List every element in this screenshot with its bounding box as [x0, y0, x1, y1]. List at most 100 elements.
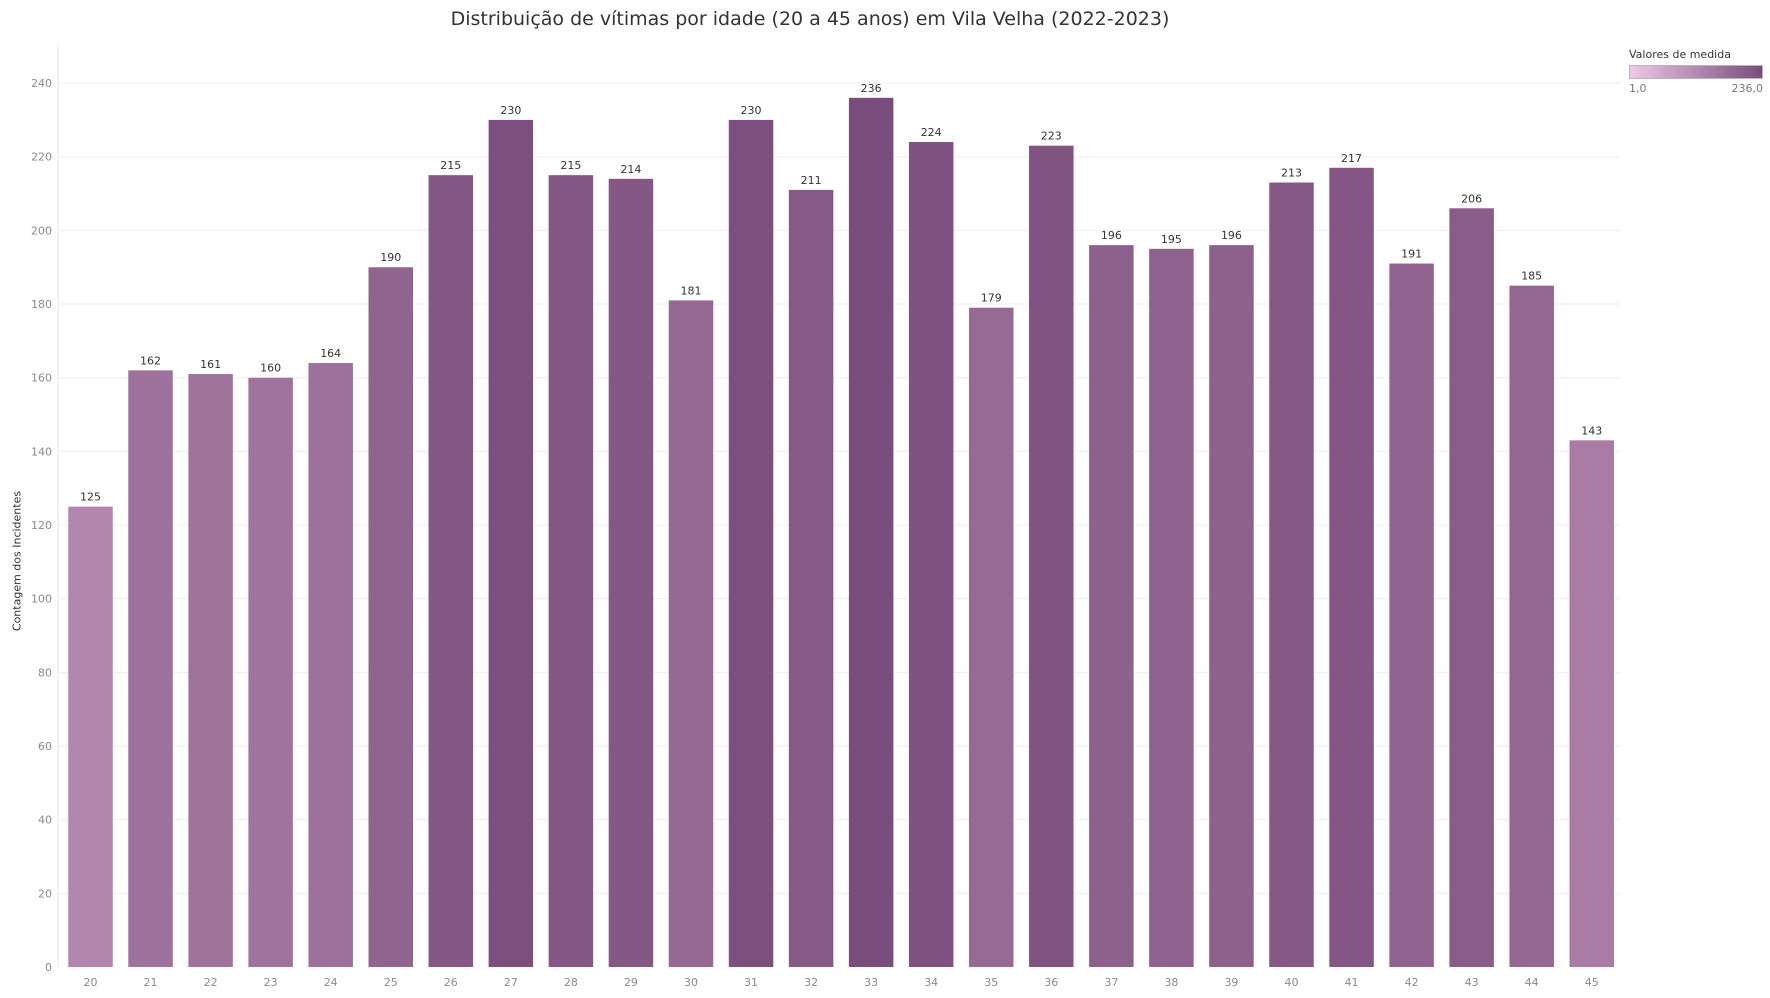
bar	[428, 175, 474, 967]
x-tick-label: 44	[1525, 976, 1539, 989]
bar	[1389, 263, 1434, 967]
y-tick-label: 0	[45, 961, 52, 974]
x-tick-label: 31	[744, 976, 758, 989]
bar-value-label: 223	[1041, 130, 1062, 143]
bar-value-label: 236	[861, 82, 882, 95]
bar	[1509, 285, 1554, 967]
bar	[1029, 145, 1074, 968]
y-tick-label: 180	[31, 298, 52, 311]
bar-value-label: 224	[921, 126, 942, 139]
bar-value-label: 206	[1461, 192, 1482, 205]
x-tick-label: 34	[924, 976, 938, 989]
bar-value-label: 185	[1521, 270, 1542, 283]
bar-value-label: 181	[681, 284, 702, 297]
bar	[128, 370, 173, 967]
bar-value-label: 162	[140, 354, 161, 367]
bar	[368, 267, 413, 968]
bar-value-label: 125	[80, 491, 101, 504]
bar	[969, 307, 1014, 967]
bar-value-label: 195	[1161, 233, 1182, 246]
bar	[608, 178, 654, 967]
x-tick-label: 40	[1285, 976, 1299, 989]
legend-max-label: 236,0	[1731, 82, 1764, 95]
x-tick-label: 38	[1164, 976, 1178, 989]
y-tick-label: 80	[38, 666, 52, 679]
y-tick-label: 120	[31, 519, 52, 532]
y-tick-label: 40	[38, 814, 52, 827]
bar-value-label: 161	[200, 358, 221, 371]
x-tick-label: 24	[324, 976, 338, 989]
x-tick-label: 20	[84, 976, 98, 989]
x-tick-label: 29	[624, 976, 638, 989]
bar-value-label: 217	[1341, 152, 1362, 165]
bar-value-label: 190	[380, 251, 401, 264]
bar	[728, 119, 774, 967]
y-axis-title: Contagem dos Incidentes	[10, 490, 24, 632]
bar	[308, 362, 353, 967]
y-tick-label: 220	[31, 151, 52, 164]
bar-value-label: 211	[801, 174, 822, 187]
bar-value-label: 230	[500, 104, 521, 117]
bar	[1149, 248, 1194, 967]
bar-value-label: 215	[440, 159, 461, 172]
bar-value-label: 143	[1581, 424, 1602, 437]
y-tick-label: 240	[31, 77, 52, 90]
bar-value-label: 179	[981, 292, 1002, 305]
bar-value-label: 214	[620, 163, 641, 176]
chart-title: Distribuição de vítimas por idade (20 a …	[450, 8, 1170, 30]
x-tick-label: 26	[444, 976, 458, 989]
bar-value-label: 196	[1101, 229, 1122, 242]
bar	[1569, 440, 1614, 967]
x-tick-label: 32	[804, 976, 818, 989]
bar-value-label: 230	[741, 104, 762, 117]
bar	[668, 300, 714, 967]
bar	[788, 189, 834, 968]
y-tick-label: 200	[31, 224, 52, 237]
bar-value-label: 191	[1401, 248, 1422, 261]
legend-title: Valores de medida	[1629, 48, 1731, 61]
x-tick-label: 39	[1224, 976, 1238, 989]
bar	[1449, 208, 1494, 967]
bar	[1329, 167, 1374, 967]
bar-value-label: 164	[320, 347, 341, 360]
x-tick-label: 41	[1345, 976, 1359, 989]
bar-value-label: 196	[1221, 229, 1242, 242]
x-tick-label: 42	[1405, 976, 1419, 989]
bar-value-label: 213	[1281, 167, 1302, 180]
x-tick-label: 35	[984, 976, 998, 989]
x-tick-label: 28	[564, 976, 578, 989]
x-tick-label: 33	[864, 976, 878, 989]
bar	[848, 97, 894, 967]
bar	[248, 377, 293, 968]
x-tick-label: 45	[1585, 976, 1599, 989]
bar	[488, 119, 534, 967]
y-tick-label: 60	[38, 740, 52, 753]
x-tick-label: 22	[204, 976, 218, 989]
x-tick-label: 43	[1465, 976, 1479, 989]
x-tick-label: 36	[1044, 976, 1058, 989]
bar	[548, 175, 594, 967]
y-tick-label: 140	[31, 445, 52, 458]
x-tick-label: 23	[264, 976, 278, 989]
bar	[188, 374, 233, 967]
bar	[1269, 182, 1314, 967]
color-legend: Valores de medida 1,0 236,0	[1629, 48, 1763, 95]
bar	[1209, 245, 1254, 967]
legend-gradient-bar	[1629, 65, 1763, 79]
x-tick-label: 21	[144, 976, 158, 989]
x-tick-label: 25	[384, 976, 398, 989]
legend-labels: 1,0 236,0	[1629, 82, 1763, 95]
y-tick-label: 100	[31, 593, 52, 606]
x-tick-label: 37	[1104, 976, 1118, 989]
bar	[1089, 245, 1134, 967]
bar	[68, 506, 113, 967]
y-tick-label: 20	[38, 887, 52, 900]
x-tick-label: 30	[684, 976, 698, 989]
bar-value-label: 215	[560, 159, 581, 172]
x-tick-label: 27	[504, 976, 518, 989]
y-tick-label: 160	[31, 372, 52, 385]
bar	[908, 142, 954, 967]
bar-value-label: 160	[260, 362, 281, 375]
